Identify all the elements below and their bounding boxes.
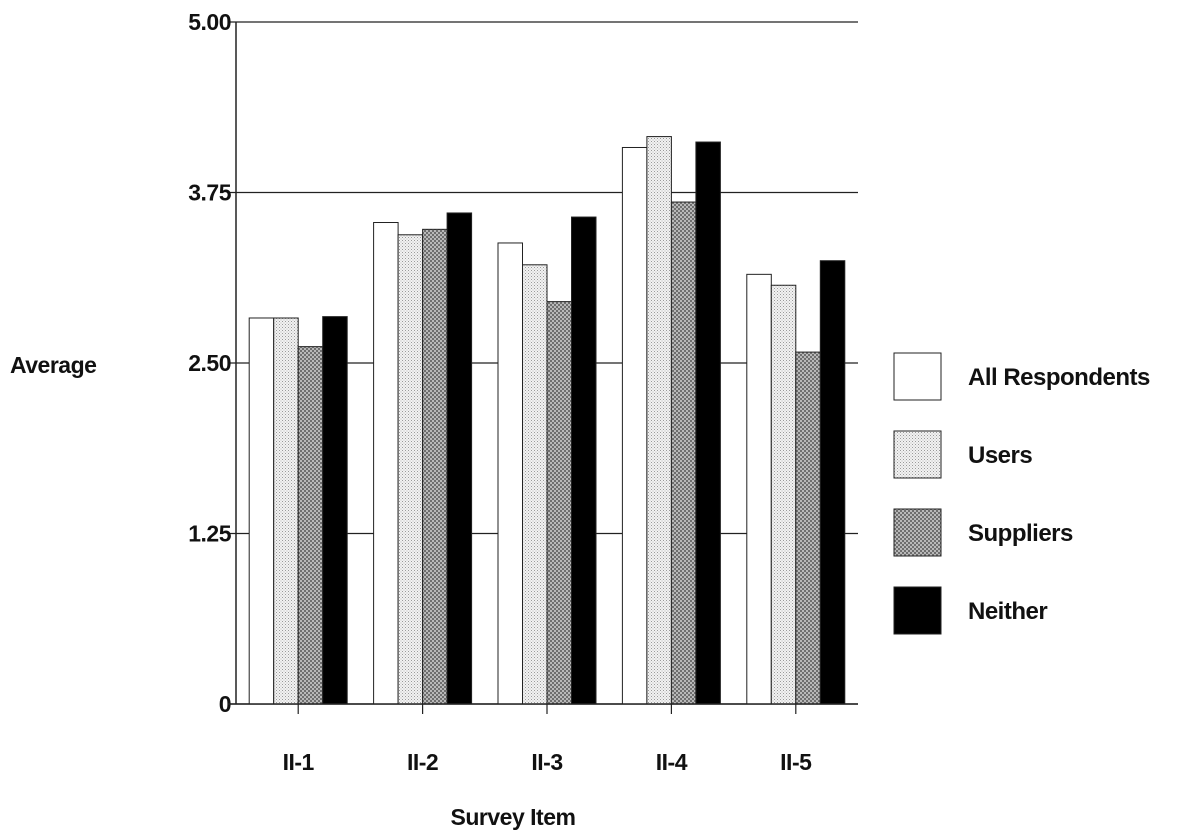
x-axis-label: Survey Item [451, 804, 576, 830]
legend-swatch-neither [893, 586, 942, 635]
bar-all-respondents-ii-2 [373, 222, 399, 705]
bar-neither-ii-2 [446, 212, 473, 705]
legend: All Respondents Users Suppliers Neither [893, 352, 1151, 635]
legend-swatch-suppliers [893, 508, 942, 557]
bar-all-respondents-ii-4 [621, 146, 648, 705]
bar-all-respondents-ii-3 [497, 242, 523, 705]
x-tick-label: II-1 [283, 749, 315, 775]
y-tick-label: 0 [219, 691, 231, 717]
legend-swatch-users [893, 430, 942, 479]
y-tick-labels: 0 1.25 2.50 3.75 5.00 [188, 9, 232, 717]
bar-neither-ii-3 [571, 216, 597, 705]
y-axis-label: Average [10, 352, 96, 378]
bar-users-ii-5 [770, 284, 797, 705]
axes [228, 22, 858, 705]
bar-all-respondents-ii-1 [248, 317, 275, 705]
bar-suppliers-ii-4 [670, 201, 697, 705]
legend-label-suppliers: Suppliers [968, 520, 1073, 547]
y-tick-label: 1.25 [188, 521, 231, 547]
x-tick-label: II-5 [780, 749, 812, 775]
x-tick-label: II-4 [656, 749, 688, 775]
bar-neither-ii-5 [819, 260, 846, 705]
legend-label-neither: Neither [968, 598, 1047, 625]
bar-suppliers-ii-2 [422, 228, 448, 705]
bar-suppliers-ii-3 [546, 301, 572, 705]
bar-suppliers-ii-5 [795, 351, 821, 705]
x-tick-labels: II-1 II-2 II-3 II-4 II-5 [283, 704, 813, 775]
bar-users-ii-3 [522, 264, 548, 705]
bar-users-ii-2 [397, 234, 424, 705]
bar-users-ii-4 [646, 136, 672, 705]
bar-suppliers-ii-1 [297, 346, 324, 705]
legend-swatch-all-respondents [893, 352, 942, 401]
x-tick-label: II-3 [531, 749, 562, 775]
bar-users-ii-1 [273, 317, 299, 705]
bar-neither-ii-4 [695, 141, 721, 705]
bar-neither-ii-1 [322, 316, 348, 705]
bars [248, 136, 846, 705]
legend-label-users: Users [968, 442, 1032, 469]
y-tick-label: 3.75 [188, 180, 231, 206]
y-tick-label: 5.00 [188, 9, 231, 35]
legend-label-all-respondents: All Respondents [968, 364, 1150, 391]
y-tick-label: 2.50 [188, 350, 231, 376]
bar-all-respondents-ii-5 [746, 273, 772, 705]
x-tick-label: II-2 [407, 749, 438, 775]
